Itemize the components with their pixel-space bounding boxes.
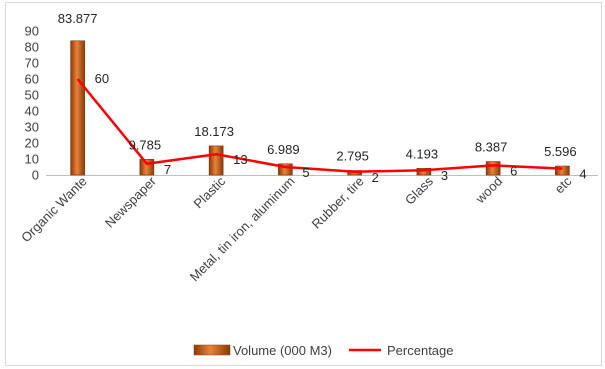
volume-data-label: 4.193	[406, 146, 439, 161]
category-label: etc	[552, 173, 575, 196]
percentage-line	[76, 78, 563, 174]
percentage-data-label: 4	[579, 167, 586, 182]
line-data-labels: 60 7 13 5 2 3 6 4	[95, 71, 587, 185]
volume-bar	[208, 145, 224, 176]
volume-bars	[70, 40, 570, 176]
volume-data-label: 83.877	[58, 11, 98, 26]
percentage-data-label: 60	[95, 71, 109, 86]
volume-data-label: 6.989	[267, 142, 300, 157]
volume-bar	[70, 40, 85, 176]
y-tick-label: 50	[25, 88, 39, 103]
y-tick-label: 70	[25, 56, 39, 71]
volume-bar	[139, 159, 155, 176]
y-tick-label: 90	[25, 24, 39, 39]
y-tick-label: 80	[25, 40, 39, 55]
volume-data-label: 5.596	[544, 144, 577, 159]
percentage-data-label: 5	[302, 165, 309, 180]
y-tick-label: 30	[25, 120, 39, 135]
percentage-data-label: 7	[164, 162, 171, 177]
volume-data-label: 18.173	[194, 124, 234, 139]
legend-percentage-label: Percentage	[387, 343, 454, 358]
y-tick-label: 20	[25, 136, 39, 151]
percentage-data-label: 6	[510, 163, 517, 178]
y-tick-label: 10	[25, 152, 39, 167]
chart-frame	[5, 2, 602, 366]
legend: Volume (000 M3) Percentage	[193, 343, 454, 358]
y-tick-label: 60	[25, 72, 39, 87]
category-label: Newspaper	[102, 173, 160, 231]
volume-bar	[278, 163, 293, 176]
percentage-data-label: 3	[441, 168, 448, 183]
legend-volume-label: Volume (000 M3)	[233, 343, 332, 358]
y-tick-label: 40	[25, 104, 39, 119]
bar-data-labels: 83.877 9.785 18.173 6.989 2.795 4.193 8.387 5.5…	[58, 11, 577, 164]
volume-data-label: 9.785	[129, 137, 162, 152]
y-tick-label: 0	[32, 168, 39, 183]
volume-data-label: 8.387	[475, 140, 508, 155]
volume-bar	[485, 161, 501, 176]
percentage-data-label: 2	[372, 170, 379, 185]
category-label: Organic Wante	[18, 174, 90, 246]
category-label: Glass	[402, 173, 436, 207]
volume-bar	[555, 165, 570, 176]
category-label: Plastic	[191, 173, 229, 211]
percentage-data-label: 13	[233, 152, 247, 167]
volume-data-label: 2.795	[336, 149, 369, 164]
legend-volume-swatch	[193, 344, 231, 356]
category-label: wood	[472, 174, 505, 207]
category-label: Rubber, tire	[309, 174, 367, 232]
volume-bar	[416, 167, 432, 176]
